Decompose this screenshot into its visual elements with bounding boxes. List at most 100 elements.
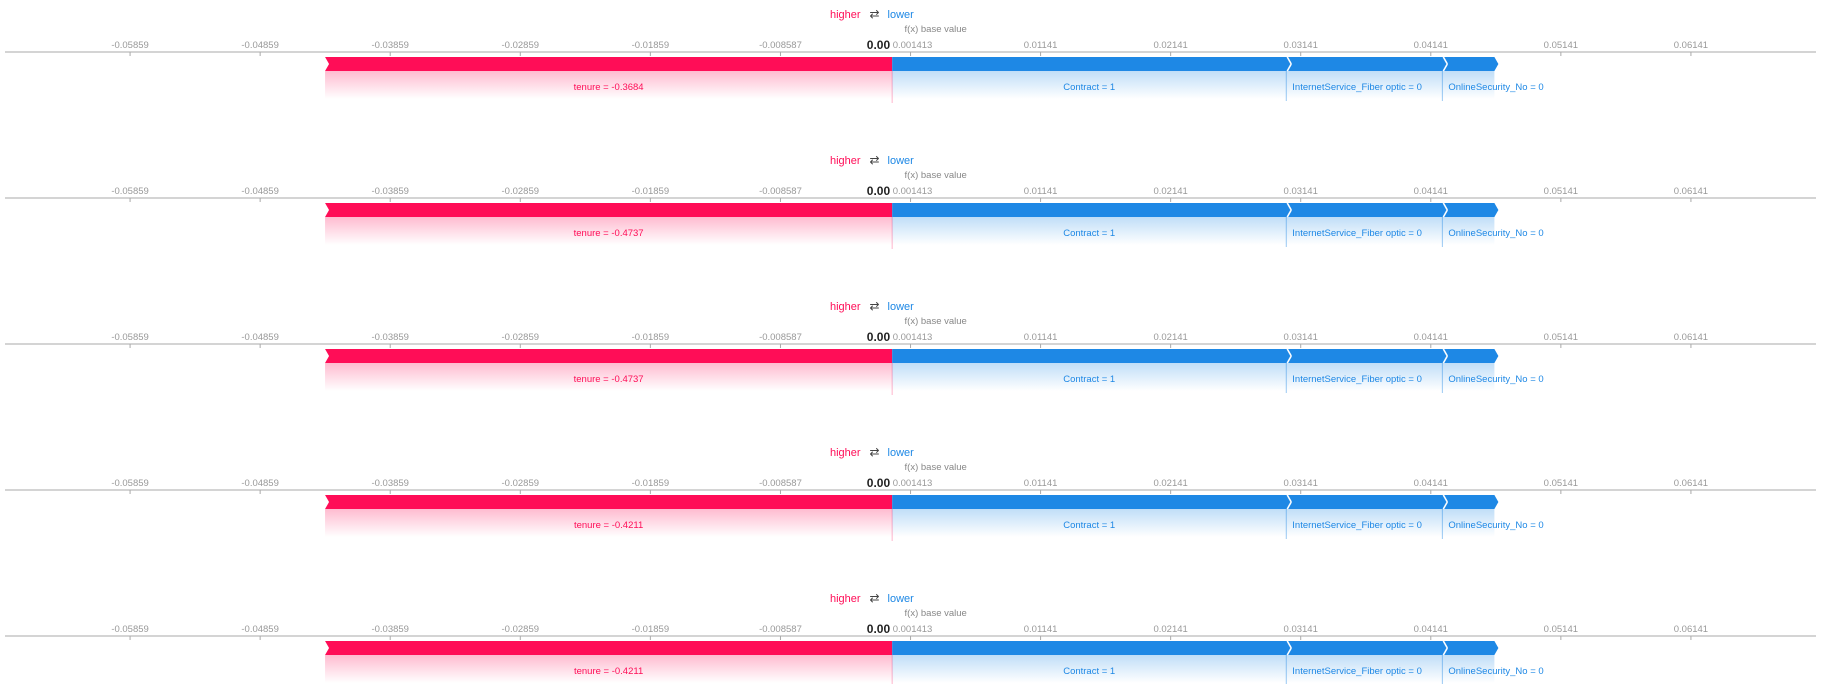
negative-feature-shadow	[1442, 71, 1495, 99]
positive-feature-shadow	[325, 655, 893, 683]
tick-label: 0.03141	[1284, 186, 1318, 197]
feature-separator	[1442, 209, 1449, 218]
tick-label: 0.02141	[1153, 332, 1187, 343]
tick-label: 0.001413	[893, 332, 933, 343]
tick-label: 0.02141	[1153, 478, 1187, 489]
feature-separator	[1442, 647, 1449, 656]
feature-separator	[1286, 640, 1292, 649]
tick-label: 0.04141	[1414, 478, 1448, 489]
feature-separator	[1442, 501, 1449, 510]
tick-label: 0.06141	[1674, 624, 1708, 635]
positive-feature-label: tenure = -0.4211	[574, 520, 643, 531]
base-value-caption: f(x) base value	[905, 170, 967, 181]
fx-value: 0.00	[867, 622, 891, 636]
tick-label: -0.03859	[371, 186, 409, 197]
tick-label: 0.05141	[1544, 186, 1578, 197]
legend-lower: lower	[888, 9, 915, 21]
negative-feature-bar	[892, 641, 1291, 655]
tick-label: -0.02859	[502, 478, 540, 489]
feature-separator	[1286, 56, 1292, 65]
base-value-caption: f(x) base value	[905, 316, 967, 327]
negative-feature-shadow	[1286, 217, 1443, 245]
negative-feature-bar	[1286, 57, 1447, 71]
negative-feature-label: InternetService_Fiber optic = 0	[1292, 520, 1422, 531]
tick-label: 0.06141	[1674, 186, 1708, 197]
negative-feature-label: Contract = 1	[1063, 374, 1115, 385]
negative-feature-label: Contract = 1	[1063, 228, 1115, 239]
tick-label: -0.02859	[502, 40, 540, 51]
negative-feature-bar	[892, 495, 1291, 509]
feature-separator	[1286, 355, 1292, 364]
negative-feature-shadow	[1442, 655, 1495, 683]
tick-label: 0.01141	[1024, 186, 1058, 197]
legend-lower: lower	[888, 447, 915, 459]
force-plot-1: higher ⇄ lower f(x) base value -0.05859 -0.04…	[5, 7, 1816, 103]
legend-lower: lower	[888, 593, 915, 605]
negative-feature-bar	[892, 57, 1291, 71]
tick-label: 0.02141	[1153, 186, 1187, 197]
negative-feature-bar	[1442, 641, 1499, 655]
negative-feature-label: OnlineSecurity_No = 0	[1448, 520, 1543, 531]
negative-feature-shadow	[892, 655, 1287, 683]
tick-label: 0.04141	[1414, 186, 1448, 197]
feature-separator	[1286, 202, 1292, 211]
legend-arrow-icon: ⇄	[870, 7, 880, 21]
negative-feature-label: OnlineSecurity_No = 0	[1448, 82, 1543, 93]
negative-feature-bar	[1442, 495, 1499, 509]
tick-label: -0.04859	[241, 186, 279, 197]
tick-label: 0.01141	[1024, 624, 1058, 635]
legend-higher: higher	[830, 9, 861, 21]
tick-label: 0.03141	[1284, 332, 1318, 343]
feature-separator	[1286, 501, 1292, 510]
tick-label: -0.05859	[111, 624, 149, 635]
positive-feature-label: tenure = -0.4737	[574, 374, 644, 385]
tick-label: -0.008587	[759, 478, 802, 489]
tick-label: -0.01859	[632, 624, 670, 635]
base-value-caption: f(x) base value	[905, 608, 967, 619]
force-plot-2: higher ⇄ lower f(x) base value -0.05859 -0.04…	[5, 153, 1816, 249]
legend-lower: lower	[888, 155, 915, 167]
negative-feature-bar	[1286, 641, 1447, 655]
negative-feature-bar	[1442, 349, 1499, 363]
feature-separator	[1442, 348, 1449, 357]
negative-feature-shadow	[892, 509, 1287, 537]
tick-label: 0.05141	[1544, 624, 1578, 635]
tick-label: 0.01141	[1024, 478, 1058, 489]
tick-label: -0.04859	[241, 624, 279, 635]
negative-feature-label: Contract = 1	[1063, 666, 1115, 677]
tick-label: 0.01141	[1024, 40, 1058, 51]
tick-label: -0.04859	[241, 478, 279, 489]
tick-label: -0.04859	[241, 40, 279, 51]
tick-label: -0.05859	[111, 478, 149, 489]
legend-arrow-icon: ⇄	[870, 591, 880, 605]
tick-label: 0.001413	[893, 40, 933, 51]
tick-label: -0.03859	[371, 478, 409, 489]
tick-label: 0.01141	[1024, 332, 1058, 343]
positive-feature-bar	[325, 495, 893, 509]
force-plot-4: higher ⇄ lower f(x) base value -0.05859 -0.04…	[5, 445, 1816, 541]
positive-feature-label: tenure = -0.4211	[574, 666, 643, 677]
negative-feature-label: Contract = 1	[1063, 82, 1115, 93]
negative-feature-bar	[1442, 203, 1499, 217]
tick-label: -0.03859	[371, 624, 409, 635]
tick-label: -0.05859	[111, 332, 149, 343]
positive-feature-bar	[325, 203, 893, 217]
tick-label: -0.03859	[371, 40, 409, 51]
negative-feature-bar	[892, 349, 1291, 363]
tick-label: -0.01859	[632, 332, 670, 343]
negative-feature-label: InternetService_Fiber optic = 0	[1292, 228, 1422, 239]
negative-feature-shadow	[1442, 509, 1495, 537]
negative-feature-shadow	[892, 363, 1287, 391]
feature-separator	[1442, 63, 1449, 72]
tick-label: 0.06141	[1674, 40, 1708, 51]
legend-arrow-icon: ⇄	[870, 153, 880, 167]
feature-separator	[1442, 56, 1449, 65]
fx-value: 0.00	[867, 184, 891, 198]
legend-higher: higher	[830, 155, 861, 167]
negative-feature-label: InternetService_Fiber optic = 0	[1292, 82, 1422, 93]
feature-separator	[1286, 63, 1292, 72]
fx-value: 0.00	[867, 476, 891, 490]
negative-feature-label: InternetService_Fiber optic = 0	[1292, 666, 1422, 677]
